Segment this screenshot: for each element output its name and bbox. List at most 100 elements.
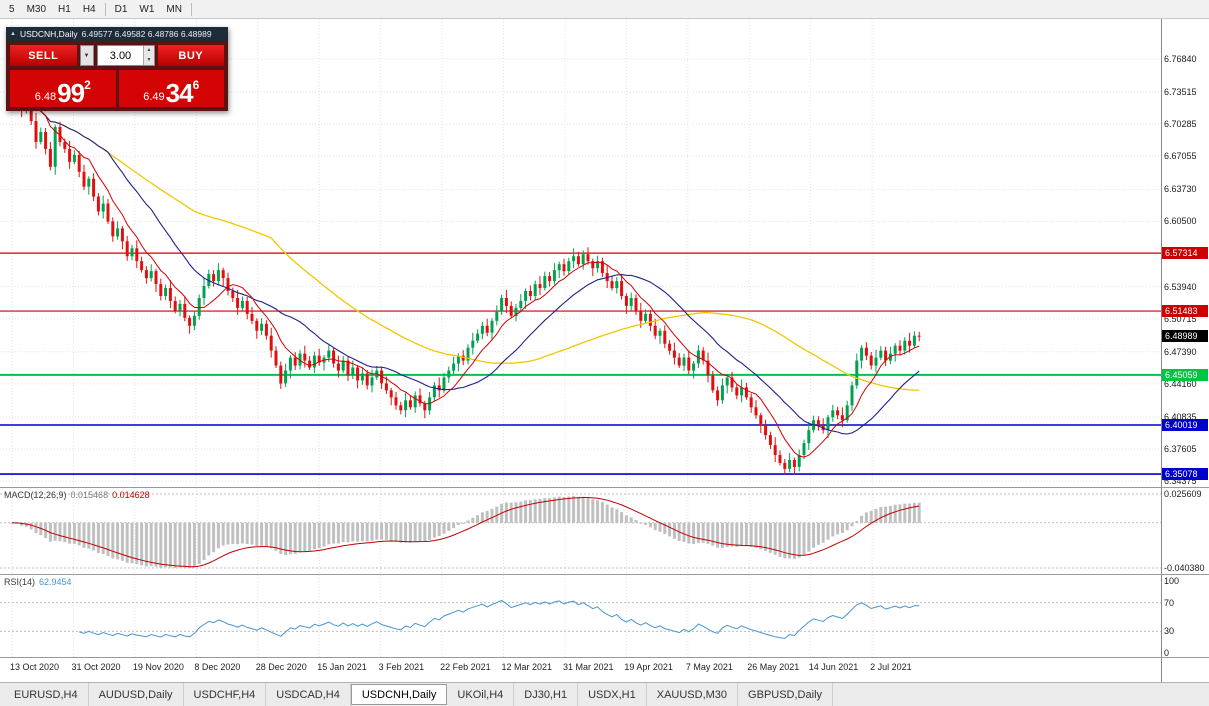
- price-axis-label: 6.50715: [1164, 313, 1197, 324]
- timeframe-button-5[interactable]: 5: [9, 3, 15, 15]
- timeframe-button-MN[interactable]: MN: [166, 3, 182, 15]
- level-price-badge: 6.40019: [1162, 418, 1208, 431]
- candle: [168, 280, 172, 308]
- candle: [53, 124, 57, 175]
- timeframe-button-H4[interactable]: H4: [82, 3, 96, 15]
- candle: [528, 285, 532, 301]
- candle: [375, 366, 379, 380]
- candle: [893, 343, 897, 362]
- candle: [716, 386, 720, 406]
- candle: [653, 318, 657, 340]
- candle: [437, 377, 441, 398]
- candle: [557, 261, 561, 279]
- candle: [370, 369, 374, 393]
- rsi-panel[interactable]: RSI(14) 62.9454: [0, 575, 1161, 657]
- chart-tab-DJ30-H1[interactable]: DJ30,H1: [514, 683, 579, 706]
- buy-price-sup: 6: [192, 78, 200, 92]
- date-label: 26 May 2021: [747, 662, 800, 672]
- timeframe-button-W1[interactable]: W1: [139, 3, 155, 15]
- candle: [764, 419, 768, 440]
- vertical-gridlines: [11, 575, 873, 657]
- candle: [735, 383, 739, 400]
- chart-tab-USDCHF-H4[interactable]: USDCHF,H4: [184, 683, 267, 706]
- chart-tab-USDCNH-Daily[interactable]: USDCNH,Daily: [350, 684, 448, 705]
- candle: [836, 406, 840, 420]
- price-axis-label: 6.37605: [1164, 443, 1197, 454]
- sell-price-display[interactable]: 6.48 99 2: [10, 70, 116, 107]
- candle: [34, 113, 38, 149]
- rsi-axis-label: 100: [1164, 576, 1180, 586]
- candle: [111, 217, 115, 242]
- chevron-down-icon: ▼: [83, 52, 90, 59]
- ma-mid-line: [11, 81, 920, 435]
- timeframe-button-H1[interactable]: H1: [58, 3, 71, 15]
- buy-price-display[interactable]: 6.49 34 6: [118, 70, 224, 107]
- candle: [360, 368, 364, 385]
- candle: [509, 301, 513, 319]
- time-axis[interactable]: 13 Oct 2020 31 Oct 2020 19 Nov 2020 8 Dec 2…: [0, 658, 1161, 682]
- candle: [207, 269, 211, 289]
- candle: [120, 225, 124, 250]
- candle: [596, 255, 600, 273]
- price-axis-label: 6.47390: [1164, 346, 1197, 357]
- chart-tab-USDCAD-H4[interactable]: USDCAD,H4: [266, 683, 351, 706]
- macd-axis[interactable]: 0.025609 -0.040380: [1161, 488, 1209, 574]
- candle: [869, 352, 873, 370]
- candle: [720, 378, 724, 404]
- candle: [538, 276, 542, 295]
- timeframe-button-D1[interactable]: D1: [114, 3, 128, 15]
- candle: [874, 349, 878, 373]
- chart-symbol-label: USDCNH,Daily: [19, 29, 78, 39]
- buy-price-prefix: 6.49: [143, 91, 165, 103]
- candle: [260, 318, 264, 336]
- candle: [212, 270, 216, 287]
- candle: [226, 272, 230, 296]
- horizontal-level-lines: [0, 252, 1161, 475]
- candle: [567, 257, 571, 276]
- chart-tab-UKOil-H4[interactable]: UKOil,H4: [447, 683, 515, 706]
- chart-tab-USDX-H1[interactable]: USDX,H1: [578, 683, 647, 706]
- chart-ohlc-values: 6.49577 6.49582 6.48786 6.48989: [81, 29, 212, 39]
- volume-input[interactable]: [97, 46, 144, 65]
- candle: [106, 199, 110, 224]
- spinner-up-icon[interactable]: ▲: [144, 46, 154, 56]
- price-chart-area[interactable]: ▲ USDCNH,Daily 6.49577 6.49582 6.48786 6…: [0, 19, 1161, 487]
- timeframe-button-M30[interactable]: M30: [26, 3, 47, 15]
- buy-button[interactable]: BUY: [157, 45, 224, 66]
- chart-tab-AUDUSD-Daily[interactable]: AUDUSD,Daily: [89, 683, 184, 706]
- date-label: 14 Jun 2021: [808, 662, 859, 672]
- rsi-axis[interactable]: 100 70 30 0: [1161, 575, 1209, 658]
- one-click-trading-panel: ▲ USDCNH,Daily 6.49577 6.49582 6.48786 6…: [6, 27, 228, 111]
- timeframe-toolbar: 5 M30 H1 H4 D1 W1 MN: [0, 0, 1209, 19]
- chart-tab-GBPUSD-Daily[interactable]: GBPUSD,Daily: [738, 683, 834, 706]
- price-axis[interactable]: 6.76840 6.73515 6.70285 6.67055 6.63730 6.605…: [1161, 19, 1209, 487]
- candle: [504, 290, 508, 313]
- candle: [912, 331, 916, 349]
- sell-button[interactable]: SELL: [10, 45, 77, 66]
- candle: [591, 258, 595, 277]
- candle: [288, 355, 292, 379]
- candle: [552, 263, 556, 285]
- candle: [466, 344, 470, 365]
- date-label: 31 Oct 2020: [71, 662, 121, 672]
- candle: [908, 332, 912, 353]
- candle: [519, 294, 523, 312]
- candle: [802, 439, 806, 459]
- chart-tab-XAUUSD-M30[interactable]: XAUUSD,M30: [647, 683, 739, 706]
- macd-panel[interactable]: MACD(12,26,9) 0.015468 0.014628: [0, 488, 1161, 574]
- collapse-icon[interactable]: ▲: [10, 31, 16, 37]
- chart-tab-EURUSD-H4[interactable]: EURUSD,H4: [4, 683, 89, 706]
- macd-histogram: [10, 496, 921, 568]
- rsi-row: RSI(14) 62.9454 100 70 30 0: [0, 575, 1209, 658]
- candle: [826, 414, 830, 439]
- candle: [485, 318, 489, 337]
- spinner-down-icon[interactable]: ▼: [144, 55, 154, 65]
- volume-dropdown-button[interactable]: ▼: [79, 45, 94, 66]
- candle: [600, 257, 604, 278]
- price-axis-label: 6.73515: [1164, 87, 1197, 98]
- candle: [101, 195, 105, 219]
- date-label: 3 Feb 2021: [378, 662, 425, 672]
- candle: [500, 294, 504, 315]
- candle: [202, 278, 206, 305]
